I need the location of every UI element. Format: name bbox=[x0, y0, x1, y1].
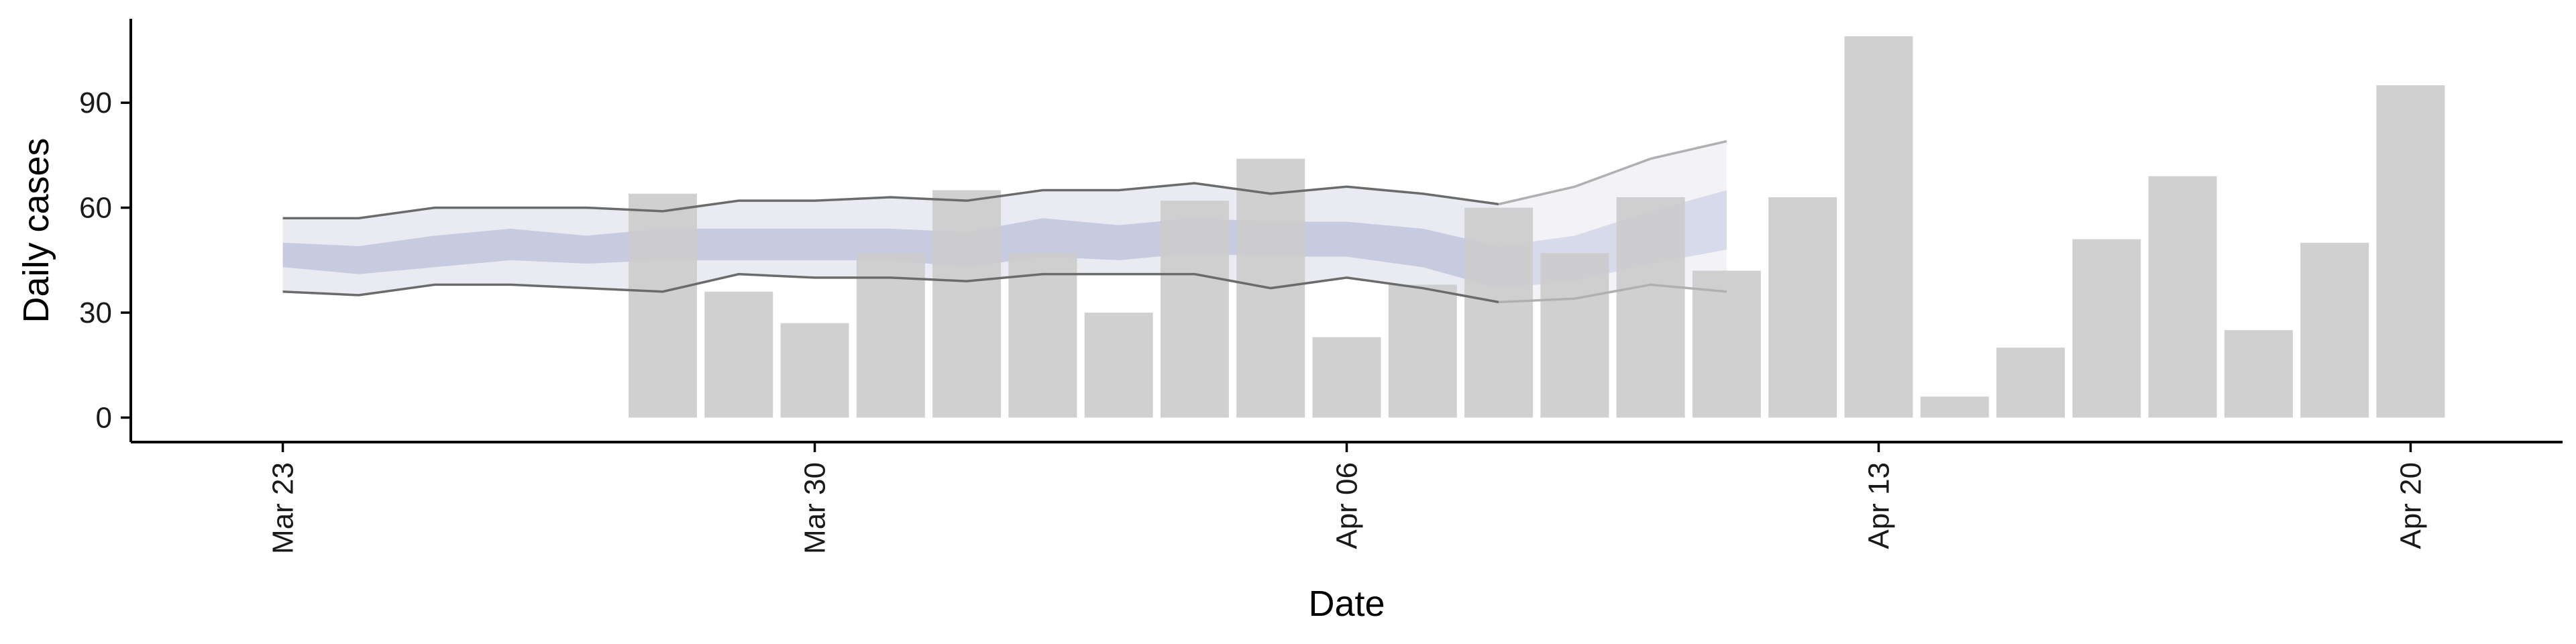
bar bbox=[2376, 85, 2445, 418]
bar bbox=[856, 253, 925, 418]
bar bbox=[1540, 253, 1609, 418]
y-tick-label: 0 bbox=[96, 401, 112, 434]
bar bbox=[1160, 201, 1229, 418]
bar bbox=[1920, 396, 1989, 418]
bar-layer bbox=[628, 36, 2445, 418]
bar bbox=[1464, 207, 1534, 418]
bar bbox=[1844, 36, 1913, 418]
bar bbox=[1616, 197, 1685, 418]
interval-upper-line-estimate bbox=[282, 182, 1499, 219]
x-axis-ticks: Mar 23 Mar 30 Apr 06 Apr 13 Apr 20 bbox=[267, 442, 2427, 554]
y-tick-label: 90 bbox=[79, 87, 112, 119]
bar bbox=[1768, 197, 1837, 418]
bar bbox=[2148, 176, 2217, 418]
bar bbox=[1692, 270, 1761, 418]
bar bbox=[2072, 239, 2141, 418]
bar bbox=[2300, 242, 2369, 418]
bar bbox=[780, 323, 849, 418]
interval-line-layer bbox=[282, 140, 1727, 304]
x-tick-label: Apr 20 bbox=[2394, 462, 2427, 549]
bar bbox=[932, 190, 1002, 418]
bar bbox=[628, 193, 697, 418]
interval-lower-line-estimate bbox=[282, 272, 1499, 304]
bar bbox=[1312, 337, 1381, 418]
bar bbox=[704, 291, 773, 418]
y-tick-label: 30 bbox=[79, 297, 112, 329]
y-tick-label: 60 bbox=[79, 192, 112, 225]
x-tick-label: Apr 06 bbox=[1331, 462, 1364, 549]
x-tick-label: Mar 23 bbox=[267, 462, 300, 554]
bar bbox=[1008, 253, 1077, 418]
bar bbox=[2224, 330, 2293, 418]
x-tick-label: Mar 30 bbox=[799, 462, 832, 554]
bar bbox=[1996, 347, 2065, 418]
x-tick-label: Apr 13 bbox=[1862, 462, 1895, 549]
x-axis-title: Date bbox=[1308, 584, 1385, 624]
interval-upper-line-forecast bbox=[1498, 140, 1727, 206]
y-axis-ticks: 0 30 60 90 bbox=[79, 87, 131, 434]
y-axis-title: Daily cases bbox=[16, 138, 56, 323]
interval-lower-line-forecast bbox=[1498, 283, 1727, 304]
axes-layer: 0 30 60 90 Mar 23 Mar 30 Apr 06 Apr 13 Apr 20 bbox=[79, 19, 2563, 554]
bar bbox=[1084, 313, 1153, 418]
bar bbox=[1388, 284, 1457, 418]
